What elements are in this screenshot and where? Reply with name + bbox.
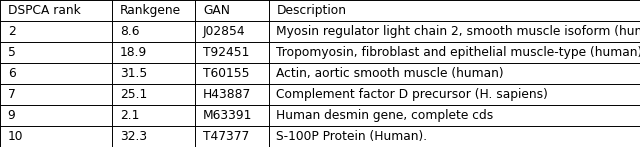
Text: GAN: GAN (203, 4, 230, 17)
Text: 7: 7 (8, 88, 15, 101)
Text: M63391: M63391 (203, 109, 252, 122)
Text: T47377: T47377 (203, 130, 249, 143)
Text: Complement factor D precursor (H. sapiens): Complement factor D precursor (H. sapien… (276, 88, 548, 101)
Text: Tropomyosin, fibroblast and epithelial muscle-type (human): Tropomyosin, fibroblast and epithelial m… (276, 46, 640, 59)
Text: 32.3: 32.3 (120, 130, 147, 143)
Text: 5: 5 (8, 46, 15, 59)
Text: 31.5: 31.5 (120, 67, 147, 80)
Text: Description: Description (276, 4, 346, 17)
Text: 2: 2 (8, 25, 15, 38)
Text: T92451: T92451 (203, 46, 249, 59)
Text: 10: 10 (8, 130, 23, 143)
Text: Human desmin gene, complete cds: Human desmin gene, complete cds (276, 109, 493, 122)
Text: 6: 6 (8, 67, 15, 80)
Text: T60155: T60155 (203, 67, 250, 80)
Text: S-100P Protein (Human).: S-100P Protein (Human). (276, 130, 428, 143)
Text: Actin, aortic smooth muscle (human): Actin, aortic smooth muscle (human) (276, 67, 504, 80)
Text: H43887: H43887 (203, 88, 251, 101)
Text: 18.9: 18.9 (120, 46, 147, 59)
Text: J02854: J02854 (203, 25, 246, 38)
Text: 8.6: 8.6 (120, 25, 139, 38)
Text: Rankgene: Rankgene (120, 4, 181, 17)
Text: 2.1: 2.1 (120, 109, 139, 122)
Text: 25.1: 25.1 (120, 88, 147, 101)
Text: Myosin regulator light chain 2, smooth muscle isoform (human): Myosin regulator light chain 2, smooth m… (276, 25, 640, 38)
Text: DSPCA rank: DSPCA rank (8, 4, 81, 17)
Text: 9: 9 (8, 109, 15, 122)
